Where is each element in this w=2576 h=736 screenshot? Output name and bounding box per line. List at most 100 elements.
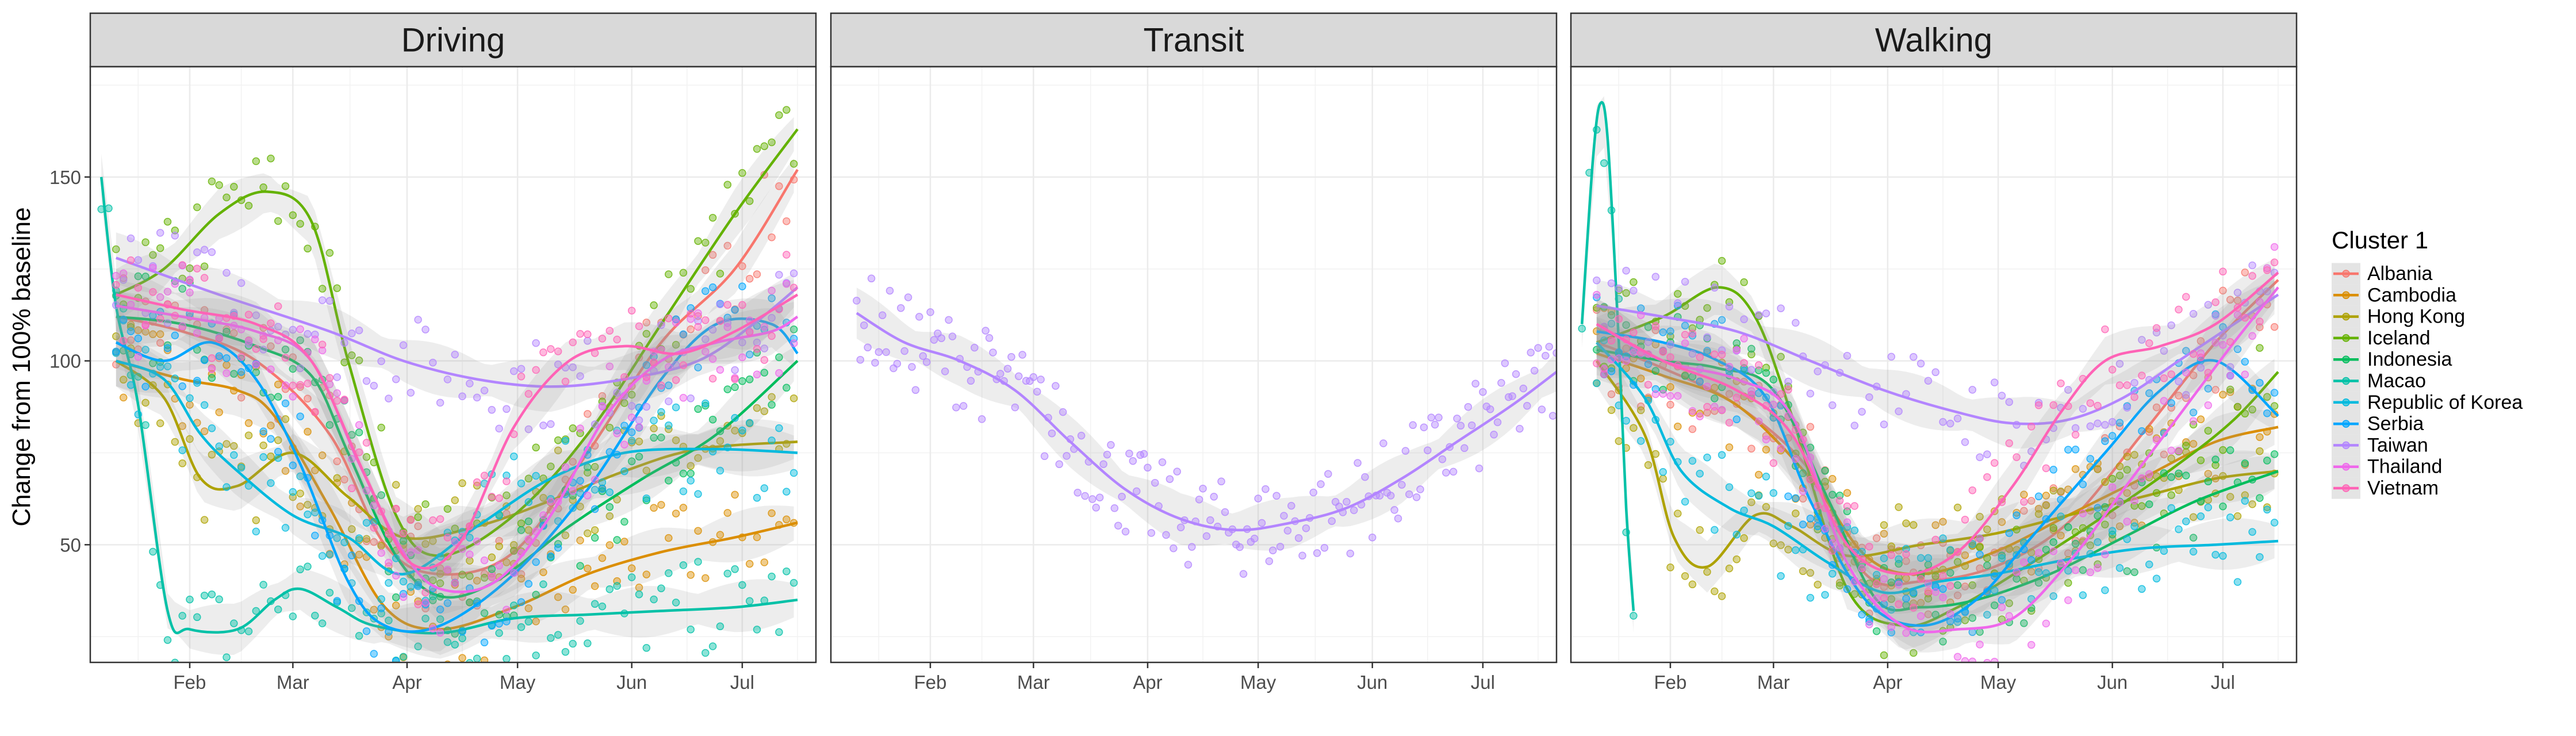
data-point bbox=[1777, 352, 1785, 361]
data-point bbox=[370, 524, 378, 532]
data-point bbox=[867, 274, 876, 283]
data-point bbox=[989, 348, 997, 356]
data-point bbox=[141, 273, 150, 281]
data-point bbox=[926, 308, 934, 316]
data-point bbox=[178, 382, 186, 390]
data-point bbox=[760, 323, 769, 331]
data-point bbox=[1622, 321, 1630, 329]
data-point bbox=[2248, 500, 2256, 508]
data-point bbox=[1725, 362, 1734, 371]
x-tick-label: Apr bbox=[1133, 672, 1162, 693]
data-point bbox=[1688, 425, 1697, 434]
data-point bbox=[783, 384, 791, 392]
data-point bbox=[584, 492, 592, 500]
data-point bbox=[2182, 293, 2190, 301]
data-point bbox=[524, 618, 533, 626]
data-point bbox=[1924, 554, 1933, 562]
data-point bbox=[539, 511, 547, 519]
data-point bbox=[1636, 374, 1645, 382]
data-point bbox=[1754, 361, 1763, 369]
data-point bbox=[355, 326, 363, 335]
data-point bbox=[789, 325, 798, 334]
data-point bbox=[509, 453, 518, 461]
legend-key-point bbox=[2342, 484, 2350, 492]
data-point bbox=[466, 598, 474, 607]
data-point bbox=[1968, 581, 1977, 589]
data-point bbox=[186, 276, 194, 285]
data-point bbox=[2079, 480, 2087, 489]
data-point bbox=[1416, 485, 1424, 493]
data-point bbox=[171, 232, 179, 240]
data-point bbox=[598, 335, 607, 343]
data-point bbox=[775, 628, 783, 637]
data-point bbox=[171, 279, 179, 288]
data-point bbox=[267, 479, 275, 487]
data-point bbox=[2226, 388, 2234, 396]
data-point bbox=[775, 111, 783, 119]
data-point bbox=[1718, 451, 1726, 459]
data-point bbox=[237, 371, 246, 379]
data-point bbox=[1916, 612, 1925, 620]
data-point bbox=[1173, 467, 1181, 476]
data-point bbox=[1814, 367, 1822, 375]
data-point bbox=[687, 477, 695, 485]
data-point bbox=[650, 595, 658, 604]
data-point bbox=[723, 301, 732, 309]
data-point bbox=[119, 315, 128, 324]
data-point bbox=[1910, 588, 1918, 597]
data-point bbox=[2189, 547, 2198, 556]
data-point bbox=[598, 392, 607, 400]
data-point bbox=[1850, 526, 1859, 535]
data-point bbox=[1328, 517, 1336, 525]
data-point bbox=[2196, 456, 2205, 465]
data-point bbox=[443, 375, 452, 384]
data-point bbox=[1622, 266, 1630, 275]
data-point bbox=[1931, 368, 1939, 377]
data-point bbox=[112, 347, 120, 356]
data-point bbox=[1696, 353, 1704, 361]
data-point bbox=[1479, 388, 1487, 396]
data-point bbox=[1390, 506, 1398, 514]
data-point bbox=[723, 319, 732, 327]
data-point bbox=[635, 590, 643, 599]
data-point bbox=[967, 377, 975, 385]
data-point bbox=[2175, 472, 2183, 480]
data-point bbox=[708, 325, 717, 334]
data-point bbox=[1895, 600, 1903, 608]
data-point bbox=[745, 328, 754, 336]
data-point bbox=[753, 404, 761, 412]
data-point bbox=[1725, 483, 1734, 491]
data-point bbox=[119, 269, 128, 278]
data-point bbox=[1651, 326, 1660, 334]
data-point bbox=[1821, 477, 1829, 486]
data-point bbox=[141, 421, 150, 429]
data-point bbox=[2005, 439, 2014, 447]
data-point bbox=[274, 447, 282, 456]
data-point bbox=[2123, 381, 2132, 389]
data-point bbox=[1600, 336, 1608, 344]
data-point bbox=[1651, 390, 1660, 398]
data-point bbox=[2196, 353, 2205, 362]
data-point bbox=[627, 413, 636, 421]
data-point bbox=[1674, 301, 1682, 310]
data-point bbox=[1931, 572, 1939, 580]
data-point bbox=[1895, 503, 1903, 511]
data-point bbox=[561, 463, 570, 471]
data-point bbox=[524, 390, 533, 398]
data-point bbox=[495, 542, 503, 550]
data-point bbox=[1939, 518, 1947, 526]
data-point bbox=[1538, 405, 1546, 413]
data-point bbox=[421, 599, 430, 607]
data-point bbox=[2071, 465, 2080, 473]
data-point bbox=[1593, 293, 1601, 301]
data-point bbox=[657, 408, 665, 416]
data-point bbox=[716, 531, 724, 539]
x-tick-label: Jul bbox=[2211, 672, 2235, 693]
data-point bbox=[1806, 569, 1815, 577]
data-point bbox=[1916, 575, 1925, 583]
data-point bbox=[200, 262, 209, 270]
series-macao bbox=[1578, 96, 1638, 633]
data-point bbox=[1924, 610, 1933, 619]
data-point bbox=[348, 525, 356, 533]
confidence-band bbox=[1596, 258, 2275, 598]
